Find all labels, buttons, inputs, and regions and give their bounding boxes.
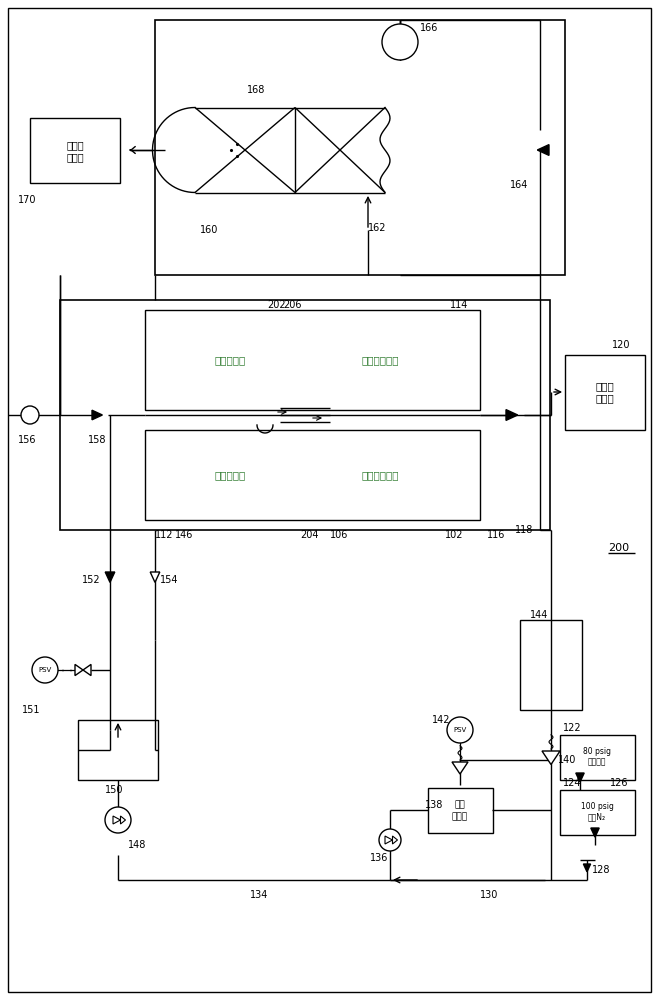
- Polygon shape: [92, 410, 102, 420]
- Polygon shape: [542, 751, 560, 764]
- Text: 112: 112: [155, 530, 173, 540]
- Polygon shape: [393, 836, 397, 844]
- Polygon shape: [583, 864, 590, 872]
- Text: 氟化催化劑: 氟化催化劑: [214, 470, 246, 480]
- Text: 100 psig
干燥N₂: 100 psig 干燥N₂: [581, 802, 614, 822]
- Circle shape: [379, 829, 401, 851]
- Text: 130: 130: [480, 890, 498, 900]
- Polygon shape: [121, 816, 125, 824]
- Bar: [30, 118, 120, 183]
- Circle shape: [32, 657, 58, 683]
- Text: 156: 156: [18, 435, 36, 445]
- Text: 136: 136: [370, 853, 388, 863]
- Text: 146: 146: [175, 530, 193, 540]
- Text: 128: 128: [592, 865, 610, 875]
- Text: 150: 150: [105, 785, 123, 795]
- Text: 206: 206: [283, 300, 302, 310]
- Text: 168: 168: [247, 85, 266, 95]
- Text: 162: 162: [368, 223, 386, 233]
- Text: 154: 154: [160, 575, 179, 585]
- Text: 144: 144: [530, 610, 548, 620]
- Bar: [78, 720, 158, 780]
- Circle shape: [447, 717, 473, 743]
- Text: 138: 138: [425, 800, 444, 810]
- Polygon shape: [105, 572, 115, 582]
- Polygon shape: [83, 664, 91, 676]
- Polygon shape: [506, 410, 518, 420]
- Text: 200: 200: [608, 543, 629, 553]
- Text: 118: 118: [515, 525, 533, 535]
- Polygon shape: [537, 145, 549, 155]
- Text: 114: 114: [450, 300, 469, 310]
- Polygon shape: [385, 836, 393, 844]
- Text: 指示器: 指示器: [452, 812, 468, 822]
- Text: 152: 152: [82, 575, 101, 585]
- Polygon shape: [75, 664, 83, 676]
- Text: 惰性产
物容器: 惰性产 物容器: [596, 381, 614, 403]
- Polygon shape: [576, 773, 584, 782]
- Text: 170: 170: [18, 195, 36, 205]
- Text: 148: 148: [128, 840, 146, 850]
- Text: 160: 160: [200, 225, 218, 235]
- Text: 106: 106: [330, 530, 349, 540]
- Bar: [520, 620, 582, 710]
- Text: 102: 102: [445, 530, 463, 540]
- Polygon shape: [591, 828, 599, 837]
- Text: 158: 158: [88, 435, 107, 445]
- Text: 140: 140: [558, 755, 577, 765]
- Polygon shape: [452, 762, 468, 774]
- Text: 204: 204: [300, 530, 318, 540]
- Text: 120: 120: [612, 340, 631, 350]
- Text: 80 psig
干燥空气: 80 psig 干燥空气: [583, 747, 611, 767]
- Circle shape: [105, 807, 131, 833]
- Text: 142: 142: [432, 715, 451, 725]
- Text: 122: 122: [563, 723, 582, 733]
- Text: 164: 164: [510, 180, 529, 190]
- Text: 催化劑反應器: 催化劑反應器: [361, 470, 399, 480]
- Circle shape: [21, 406, 39, 424]
- Bar: [60, 300, 550, 530]
- Text: 催化劑反應器: 催化劑反應器: [361, 355, 399, 365]
- Bar: [560, 735, 635, 780]
- Bar: [560, 790, 635, 835]
- Circle shape: [382, 24, 418, 60]
- Bar: [428, 788, 492, 832]
- Text: 151: 151: [22, 705, 40, 715]
- Text: 202: 202: [267, 300, 285, 310]
- Text: PSV: PSV: [38, 667, 51, 673]
- Text: 氟化催化劑: 氟化催化劑: [214, 355, 246, 365]
- Text: 124: 124: [563, 778, 581, 788]
- Text: 流动: 流动: [455, 800, 465, 810]
- Bar: [155, 20, 565, 275]
- Text: PSV: PSV: [453, 727, 467, 733]
- Polygon shape: [150, 572, 159, 582]
- Text: 166: 166: [420, 23, 438, 33]
- Text: 排放到
大气中: 排放到 大气中: [66, 140, 84, 162]
- Bar: [565, 355, 645, 430]
- Text: 134: 134: [250, 890, 268, 900]
- Polygon shape: [113, 816, 121, 824]
- Bar: [145, 430, 480, 520]
- Bar: [145, 310, 480, 410]
- Text: 126: 126: [610, 778, 629, 788]
- Text: 116: 116: [487, 530, 505, 540]
